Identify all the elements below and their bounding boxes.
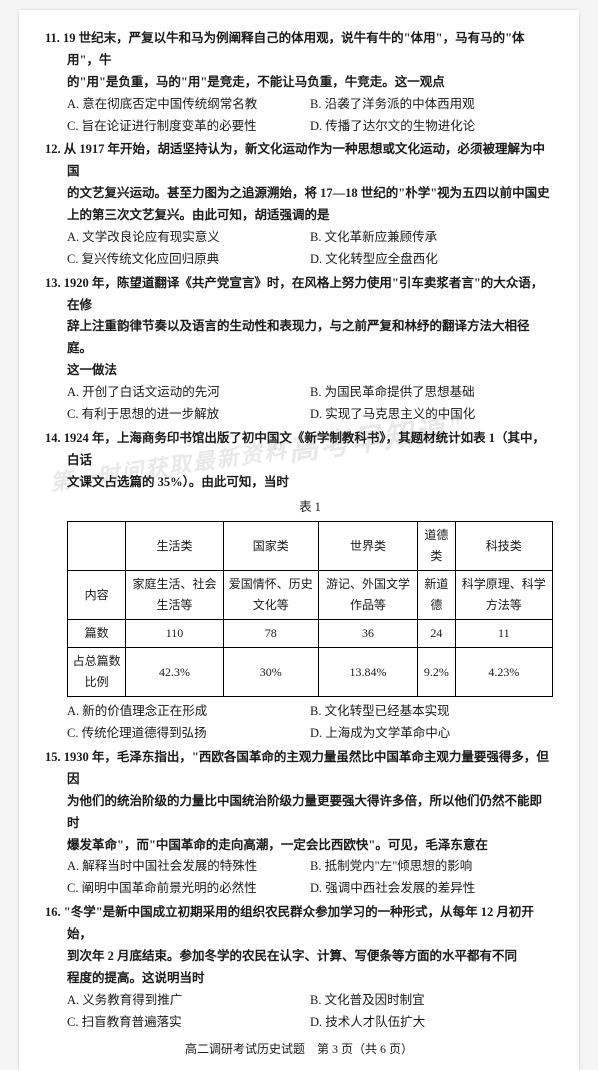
- q16-stem-line3: 程度的提高。这说明当时: [45, 968, 553, 990]
- question-15: 15. 1930 年，毛泽东指出，"西欧各国革命的主观力量虽然比中国革命主观力量…: [45, 747, 553, 900]
- q11-option-d: D. 传播了达尔文的生物进化论: [310, 116, 553, 138]
- cell: 新道德: [418, 571, 456, 620]
- q11-option-a: A. 意在彻底否定中国传统纲常名教: [67, 94, 310, 116]
- q16-option-d: D. 技术人才队伍扩大: [310, 1012, 553, 1034]
- cell: 36: [318, 620, 417, 648]
- q11-stem-line1: 11. 19 世纪末，严复以牛和马为例阐释自己的体用观，说牛有牛的"体用"，马有…: [45, 28, 553, 72]
- q16-option-c: C. 扫盲教育普遍落实: [67, 1012, 310, 1034]
- q12-stem-line2: 的文艺复兴运动。甚至力图为之追源溯始，将 17—18 世纪的"朴学"视为五四以前…: [45, 183, 553, 205]
- table-row: 篇数 110 78 36 24 11: [68, 620, 553, 648]
- cell: 24: [418, 620, 456, 648]
- q12-option-c: C. 复兴传统文化应回归原典: [67, 249, 310, 271]
- q15-option-b: B. 抵制党内"左"倾思想的影响: [310, 856, 553, 878]
- cell: 110: [126, 620, 223, 648]
- table-row: 占总篇数比例 42.3% 30% 13.84% 9.2% 4.23%: [68, 648, 553, 697]
- q16-option-a: A. 义务教育得到推广: [67, 990, 310, 1012]
- q12-option-a: A. 文学改良论应有现实意义: [67, 227, 310, 249]
- q12-stem-line3: 上的第三次文艺复兴。由此可知，胡适强调的是: [45, 205, 553, 227]
- page-footer: 高二调研考试历史试题 第 3 页（共 6 页）: [45, 1039, 553, 1060]
- q15-option-c: C. 阐明中国革命前景光明的必然性: [67, 878, 310, 900]
- table-row: 内容 家庭生活、社会生活等 爱国情怀、历史文化等 游记、外国文学作品等 新道德 …: [68, 571, 553, 620]
- question-13: 13. 1920 年，陈望道翻译《共产党宣言》时，在风格上努力使用"引车卖浆者言…: [45, 273, 553, 426]
- cell: 11: [455, 620, 552, 648]
- q15-stem-line2: 为他们的统治阶级的力量比中国统治阶级力量更要强大得许多倍，所以他们仍然不能即时: [45, 791, 553, 835]
- q13-option-c: C. 有利于思想的进一步解放: [67, 404, 310, 426]
- q13-stem-line3: 这一做法: [45, 360, 553, 382]
- question-16: 16. "冬学"是新中国成立初期采用的组织农民群众参加学习的一种形式，从每年 1…: [45, 902, 553, 1033]
- cell: 占总篇数比例: [68, 648, 126, 697]
- th-moral: 道德类: [418, 522, 456, 571]
- statistics-table: 生活类 国家类 世界类 道德类 科技类 内容 家庭生活、社会生活等 爱国情怀、历…: [67, 521, 553, 697]
- table-header-row: 生活类 国家类 世界类 道德类 科技类: [68, 522, 553, 571]
- q13-option-d: D. 实现了马克思主义的中国化: [310, 404, 553, 426]
- q15-option-a: A. 解释当时中国社会发展的特殊性: [67, 856, 310, 878]
- cell: 78: [223, 620, 318, 648]
- q15-option-d: D. 强调中西社会发展的差异性: [310, 878, 553, 900]
- table-title: 表 1: [67, 497, 553, 519]
- question-14: 14. 1924 年，上海商务印书馆出版了初中国文《新学制教科书》，其题材统计如…: [45, 428, 553, 745]
- q12-stem-line1: 12. 从 1917 年开始，胡适坚持认为，新文化运动作为一种思想或文化运动，必…: [45, 139, 553, 183]
- q12-option-b: B. 文化革新应兼顾传承: [310, 227, 553, 249]
- q14-option-c: C. 传统伦理道德得到弘扬: [67, 723, 310, 745]
- cell: 篇数: [68, 620, 126, 648]
- q16-stem-line1: 16. "冬学"是新中国成立初期采用的组织农民群众参加学习的一种形式，从每年 1…: [45, 902, 553, 946]
- cell: 内容: [68, 571, 126, 620]
- q14-option-d: D. 上海成为文学革命中心: [310, 723, 553, 745]
- exam-page: "高考早知道" 第一时间获取最新资料 11. 19 世纪末，严复以牛和马为例阐释…: [19, 10, 579, 1070]
- q14-stem-line1: 14. 1924 年，上海商务印书馆出版了初中国文《新学制教科书》，其题材统计如…: [45, 428, 553, 472]
- q14-option-a: A. 新的价值理念正在形成: [67, 701, 310, 723]
- q13-option-a: A. 开创了白话文运动的先河: [67, 382, 310, 404]
- cell: 家庭生活、社会生活等: [126, 571, 223, 620]
- th-world: 世界类: [318, 522, 417, 571]
- q16-stem-line2: 到次年 2 月底结束。参加冬学的农民在认字、计算、写便条等方面的水平都有不同: [45, 946, 553, 968]
- question-12: 12. 从 1917 年开始，胡适坚持认为，新文化运动作为一种思想或文化运动，必…: [45, 139, 553, 270]
- q13-stem-line2: 辞上注重韵律节奏以及语言的生动性和表现力，与之前严复和林纾的翻译方法大相径庭。: [45, 316, 553, 360]
- q13-option-b: B. 为国民革命提供了思想基础: [310, 382, 553, 404]
- th-nation: 国家类: [223, 522, 318, 571]
- q14-stem-line2: 文课文占选篇的 35%）。由此可知，当时: [45, 472, 553, 494]
- cell: 30%: [223, 648, 318, 697]
- cell: 4.23%: [455, 648, 552, 697]
- cell: 13.84%: [318, 648, 417, 697]
- q11-stem-line2: 的"用"是负重，马的"用"是竞走，不能让马负重，牛竞走。这一观点: [45, 72, 553, 94]
- q11-option-c: C. 旨在论证进行制度变革的必要性: [67, 116, 310, 138]
- q13-stem-line1: 13. 1920 年，陈望道翻译《共产党宣言》时，在风格上努力使用"引车卖浆者言…: [45, 273, 553, 317]
- q16-option-b: B. 文化普及因时制宜: [310, 990, 553, 1012]
- q15-stem-line1: 15. 1930 年，毛泽东指出，"西欧各国革命的主观力量虽然比中国革命主观力量…: [45, 747, 553, 791]
- q11-option-b: B. 沿袭了洋务派的中体西用观: [310, 94, 553, 116]
- cell: 42.3%: [126, 648, 223, 697]
- th-tech: 科技类: [455, 522, 552, 571]
- cell: 9.2%: [418, 648, 456, 697]
- cell: 科学原理、科学方法等: [455, 571, 552, 620]
- question-11: 11. 19 世纪末，严复以牛和马为例阐释自己的体用观，说牛有牛的"体用"，马有…: [45, 28, 553, 137]
- cell: 游记、外国文学作品等: [318, 571, 417, 620]
- cell: 爱国情怀、历史文化等: [223, 571, 318, 620]
- th-life: 生活类: [126, 522, 223, 571]
- th-blank: [68, 522, 126, 571]
- q14-option-b: B. 文化转型已经基本实现: [310, 701, 553, 723]
- q12-option-d: D. 文化转型应全盘西化: [310, 249, 553, 271]
- q15-stem-line3: 爆发革命"，而"中国革命的走向高潮，一定会比西欧快"。可见，毛泽东意在: [45, 835, 553, 857]
